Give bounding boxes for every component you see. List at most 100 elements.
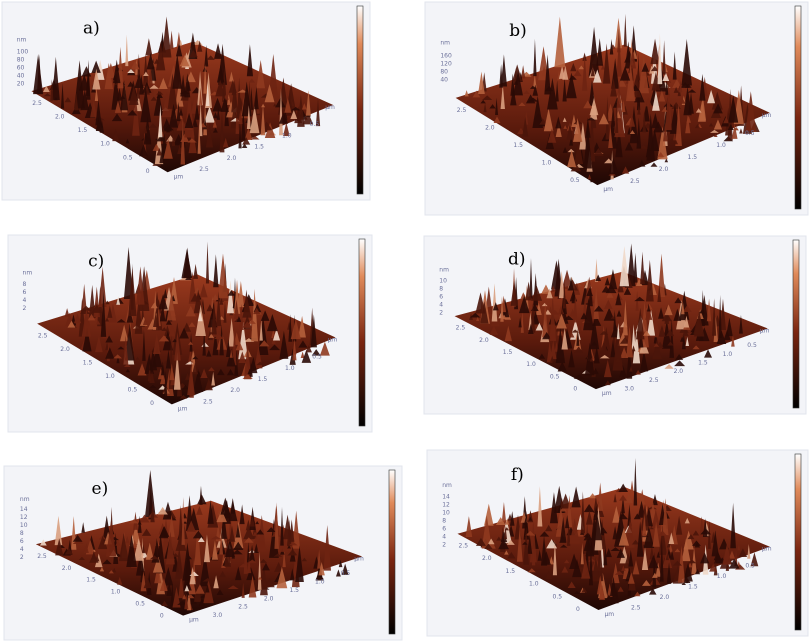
surface-peak: [650, 162, 658, 167]
surface-peak: [204, 377, 213, 391]
surface-peak: [175, 532, 187, 551]
surface-peak: [181, 248, 193, 279]
surface-peak: [624, 41, 632, 69]
z-tick-label: 8: [20, 530, 24, 537]
y-tick-label: 1.0: [723, 351, 733, 358]
surface-peak: [711, 91, 723, 110]
x-unit: µm: [602, 390, 612, 397]
surface-peak: [713, 103, 723, 114]
surface-peak: [571, 287, 576, 304]
surface-peak: [272, 328, 281, 341]
surface-peak: [133, 538, 144, 561]
surface-peak: [179, 107, 183, 116]
surface-peak: [83, 543, 89, 554]
colorbar: [794, 5, 802, 210]
surface-peak: [216, 589, 224, 596]
surface-peak: [149, 384, 157, 389]
surface-peak: [185, 275, 192, 281]
surface-peak: [520, 65, 526, 79]
surface-peak: [683, 530, 694, 550]
surface-peak: [559, 516, 567, 543]
surface-peak: [666, 138, 677, 144]
surface-peak: [731, 123, 738, 139]
surface-peak: [105, 347, 115, 359]
surface-peak: [484, 543, 493, 550]
y-tick-label: 1.5: [258, 376, 268, 383]
surface-peak: [731, 335, 735, 347]
surface-peak: [489, 325, 499, 335]
y-tick-label: 1.5: [698, 359, 708, 366]
surface-peak: [149, 555, 159, 560]
surface-peak: [619, 494, 627, 501]
surface-peak: [684, 567, 689, 584]
surface-peak: [194, 524, 202, 565]
surface-peak: [674, 139, 678, 145]
surface-peak: [64, 548, 74, 555]
surface-peak: [233, 541, 244, 551]
surface-peak: [619, 364, 627, 378]
surface-peak: [638, 159, 646, 167]
surface-peak: [679, 98, 686, 104]
surface-peak: [158, 335, 170, 342]
surface-peak: [156, 147, 163, 156]
surface-peak: [51, 56, 60, 101]
surface-peak: [202, 328, 206, 356]
surface-peak: [220, 82, 224, 87]
x-tick-label: 0.5: [135, 600, 145, 607]
surface-peak: [541, 284, 551, 294]
x-tick-label: 1.0: [100, 141, 110, 148]
z-tick-label: 100: [17, 48, 29, 55]
surface-peak: [644, 97, 653, 107]
surface-peak: [149, 84, 159, 89]
surface: [31, 41, 334, 173]
surface-peak: [315, 98, 321, 127]
surface-peak: [562, 279, 566, 309]
surface-peak: [707, 520, 711, 549]
surface-peak: [302, 111, 314, 125]
surface-peak: [130, 61, 140, 70]
surface-peak: [43, 85, 50, 92]
surface-peak: [105, 342, 109, 351]
surface-peak: [241, 143, 248, 148]
surface-peak: [680, 336, 685, 342]
surface-peak: [661, 107, 668, 112]
surface-peak: [634, 591, 641, 597]
surface-peak: [531, 544, 536, 566]
surface-peak: [672, 560, 682, 566]
surface-peak: [222, 137, 229, 148]
surface-peak: [615, 292, 622, 306]
z-tick-label: 6: [439, 293, 443, 300]
surface-peak: [633, 513, 641, 520]
surface-peak: [713, 119, 723, 130]
y-tick-label: 1.0: [282, 132, 292, 139]
surface-peak: [681, 538, 691, 562]
colorbar: [388, 469, 396, 635]
surface-peak: [571, 486, 581, 508]
surface-peak: [571, 329, 579, 333]
surface-peak: [621, 166, 630, 174]
surface-peak: [217, 253, 229, 299]
surface-peak: [179, 327, 189, 339]
surface-peak: [500, 531, 508, 542]
surface-peak: [496, 536, 502, 541]
surface-peak: [238, 304, 244, 331]
surface-peak: [205, 123, 214, 148]
surface-peak: [621, 100, 626, 112]
surface-peak: [232, 325, 237, 366]
x-tick-label: 1.0: [105, 373, 115, 380]
surface-peak: [127, 69, 135, 74]
colorbar: [356, 5, 364, 195]
surface-peak: [640, 251, 645, 285]
surface-peak: [604, 277, 611, 286]
surface-peak: [266, 313, 278, 332]
surface-peak: [655, 562, 661, 577]
surface-peak: [91, 304, 103, 313]
surface-peak: [264, 84, 275, 103]
surface-peak: [194, 286, 201, 294]
surface-peak: [245, 519, 252, 531]
surface-peak: [145, 38, 153, 56]
surface-peak: [198, 102, 203, 137]
y-tick-label: 2.5: [649, 377, 659, 384]
surface-peak: [294, 108, 303, 124]
surface-peak: [708, 122, 714, 127]
